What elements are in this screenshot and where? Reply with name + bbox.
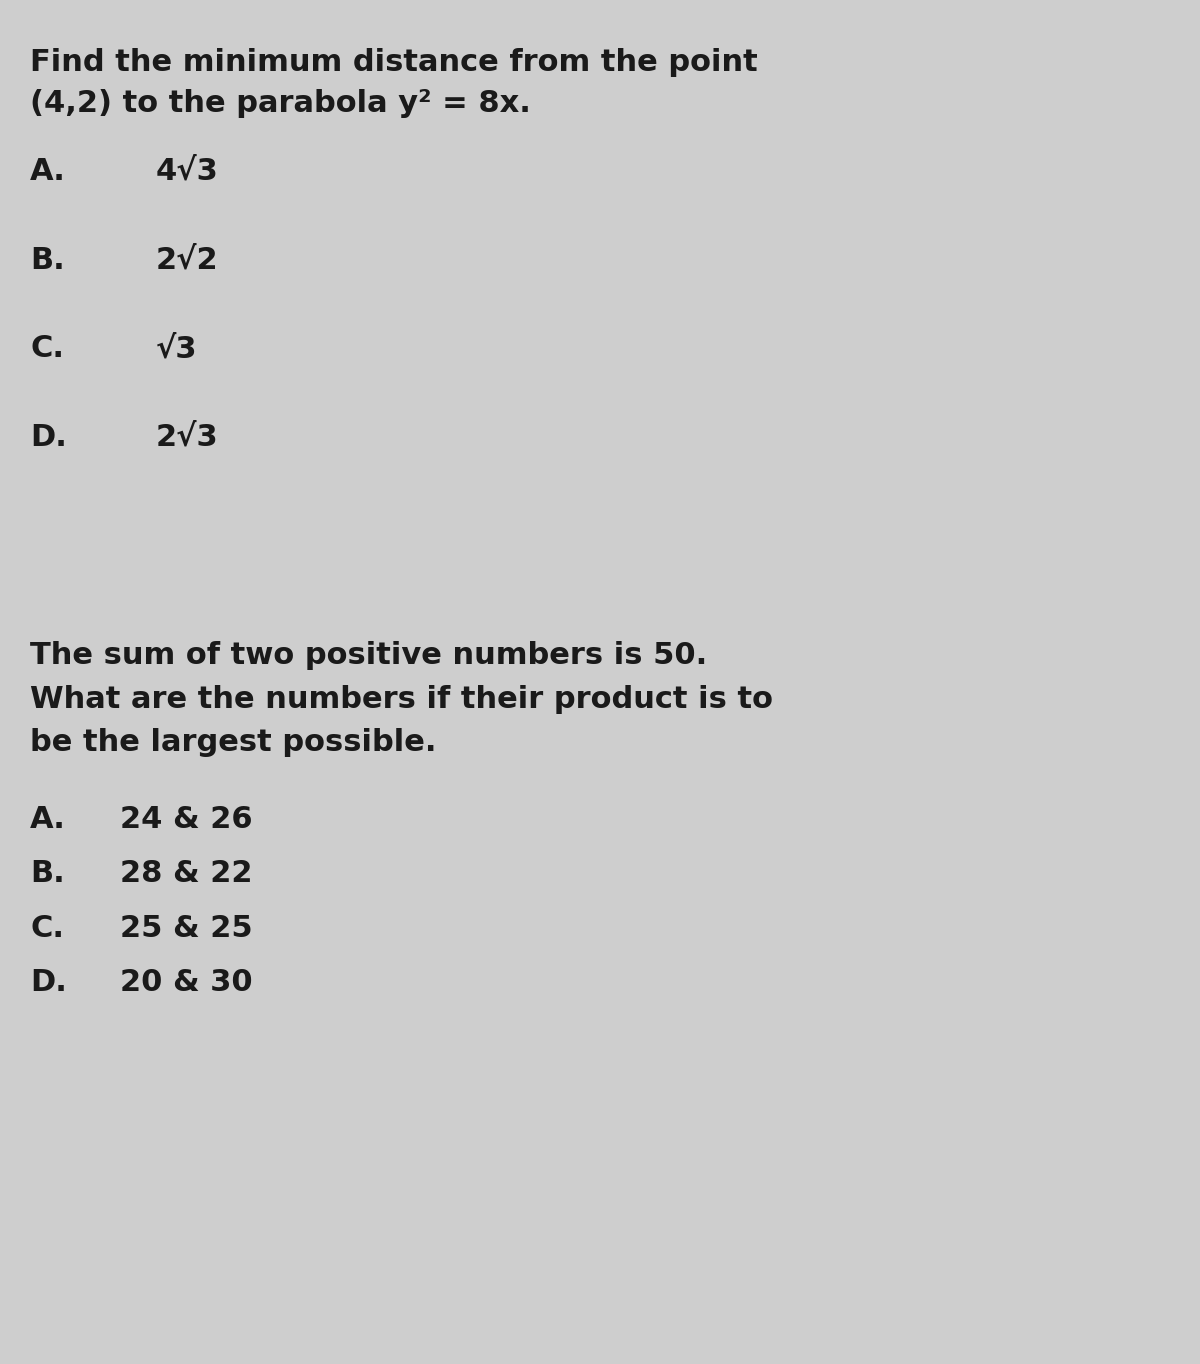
Text: C.: C. bbox=[30, 334, 64, 363]
Text: 20 & 30: 20 & 30 bbox=[120, 968, 253, 997]
Text: 24 & 26: 24 & 26 bbox=[120, 805, 253, 833]
Text: √3: √3 bbox=[156, 334, 198, 363]
Text: C.: C. bbox=[30, 914, 64, 943]
Text: be the largest possible.: be the largest possible. bbox=[30, 728, 437, 757]
Text: 2√3: 2√3 bbox=[156, 423, 218, 451]
Text: 4√3: 4√3 bbox=[156, 157, 218, 186]
Text: A.: A. bbox=[30, 805, 66, 833]
Text: 28 & 22: 28 & 22 bbox=[120, 859, 252, 888]
Text: B.: B. bbox=[30, 246, 65, 274]
Text: What are the numbers if their product is to: What are the numbers if their product is… bbox=[30, 685, 773, 713]
Text: D.: D. bbox=[30, 423, 67, 451]
Text: D.: D. bbox=[30, 968, 67, 997]
Text: 25 & 25: 25 & 25 bbox=[120, 914, 253, 943]
Text: B.: B. bbox=[30, 859, 65, 888]
Text: Find the minimum distance from the point: Find the minimum distance from the point bbox=[30, 48, 757, 76]
Text: A.: A. bbox=[30, 157, 66, 186]
Text: 2√2: 2√2 bbox=[156, 246, 218, 274]
Text: (4,2) to the parabola y² = 8x.: (4,2) to the parabola y² = 8x. bbox=[30, 89, 530, 117]
Text: The sum of two positive numbers is 50.: The sum of two positive numbers is 50. bbox=[30, 641, 707, 670]
